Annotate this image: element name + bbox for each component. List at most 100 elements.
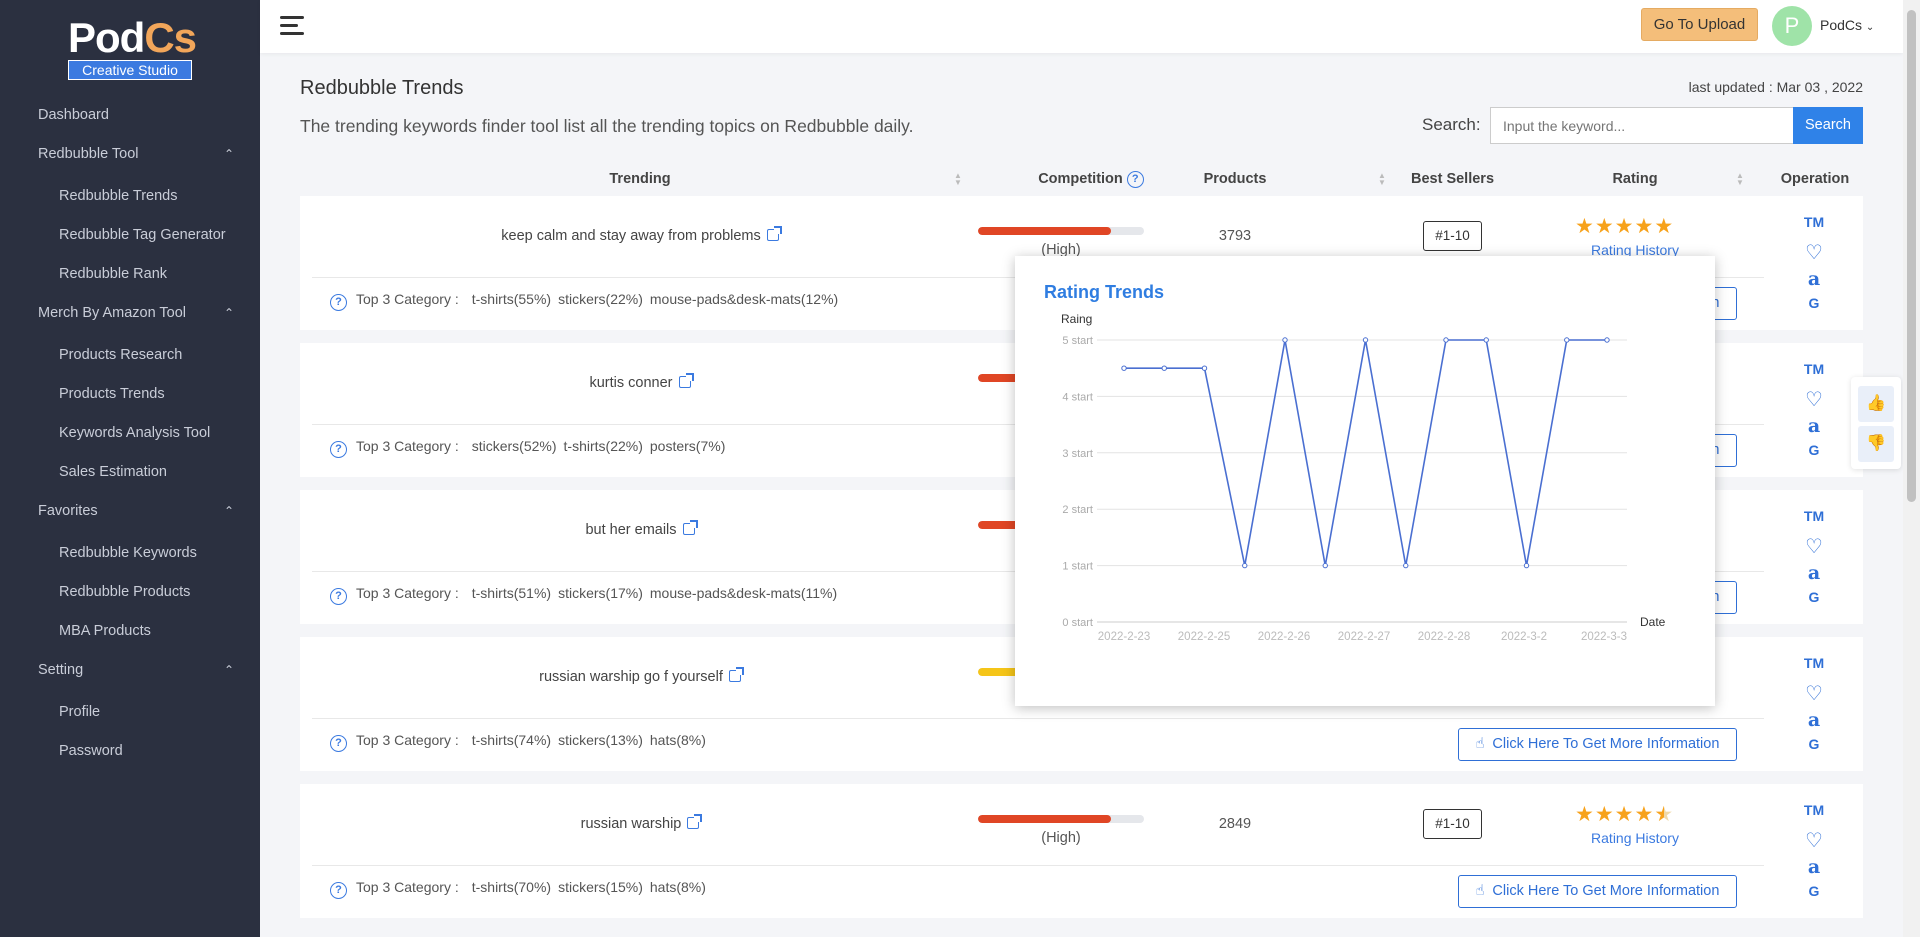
thumbs-up-icon[interactable]: 👍 [1858, 386, 1894, 422]
rating-history-link[interactable]: Rating History [1591, 242, 1679, 258]
products-count: 2849 [1218, 816, 1252, 832]
external-link-icon[interactable] [766, 226, 782, 241]
thumbs-down-icon[interactable]: 👎 [1858, 426, 1894, 462]
more-info-button[interactable]: ☝ Click Here To Get More Information [1458, 728, 1737, 761]
sidebar-item-redbubble-trends[interactable]: Redbubble Trends [0, 177, 260, 216]
go-to-upload-button[interactable]: Go To Upload [1641, 8, 1758, 41]
sidebar-item-sales-estimation[interactable]: Sales Estimation [0, 453, 260, 492]
trademark-icon[interactable]: TM [1803, 214, 1825, 230]
sort-icon[interactable]: ▲ ▼ [1378, 171, 1386, 187]
sidebar-item-redbubble-products[interactable]: Redbubble Products [0, 573, 260, 612]
data-point[interactable] [1483, 337, 1489, 343]
google-icon[interactable]: G [1808, 295, 1820, 311]
data-point[interactable] [1523, 562, 1530, 569]
logo[interactable]: PodCs Creative Studio [68, 16, 197, 80]
menu-toggle-icon[interactable] [280, 16, 304, 36]
trending-keyword[interactable]: keep calm and stay away from problems [300, 196, 980, 277]
sidebar-item-favorites[interactable]: Favorites ⌃ [0, 492, 260, 531]
sidebar-item-label: Redbubble Products [59, 584, 191, 600]
scrollbar[interactable] [1903, 0, 1920, 937]
sidebar-item-label: Products Trends [59, 386, 165, 402]
trending-keyword[interactable]: but her emails [300, 490, 980, 571]
help-icon[interactable]: ? [330, 735, 347, 752]
trending-keyword[interactable]: kurtis conner [300, 343, 980, 424]
external-link-icon[interactable] [687, 814, 703, 829]
header-rating[interactable]: Rating [1612, 171, 1658, 187]
scrollbar-thumb[interactable] [1907, 10, 1916, 502]
data-point[interactable] [1604, 337, 1610, 343]
google-icon[interactable]: G [1808, 883, 1820, 899]
rating-history-link[interactable]: Rating History [1591, 830, 1679, 846]
data-point[interactable] [1121, 365, 1127, 371]
trademark-icon[interactable]: TM [1803, 508, 1825, 524]
heart-icon[interactable]: ♡ [1805, 536, 1823, 558]
data-point[interactable] [1161, 365, 1167, 371]
sidebar-item-keywords-analysis-tool[interactable]: Keywords Analysis Tool [0, 414, 260, 453]
help-icon[interactable]: ? [1126, 170, 1144, 188]
search-input[interactable] [1490, 107, 1793, 144]
sidebar-item-dashboard[interactable]: Dashboard [0, 96, 260, 135]
data-point[interactable] [1362, 337, 1369, 343]
user-menu[interactable]: PodCs ⌄ [1820, 17, 1874, 33]
heart-icon[interactable]: ♡ [1805, 830, 1823, 852]
x-tick-label: 2022-2-28 [1418, 631, 1470, 643]
sidebar-item-merch-by-amazon-tool[interactable]: Merch By Amazon Tool ⌃ [0, 294, 260, 333]
google-icon[interactable]: G [1808, 736, 1820, 752]
keyword-text: but her emails [585, 522, 677, 538]
help-icon[interactable]: ? [330, 294, 347, 311]
trending-keyword[interactable]: russian warship go f yourself [300, 637, 980, 718]
data-point[interactable] [1564, 337, 1570, 343]
sidebar-item-mba-products[interactable]: MBA Products [0, 612, 260, 651]
header-trending[interactable]: Trending [609, 171, 671, 187]
data-point[interactable] [1201, 365, 1208, 371]
header-products[interactable]: Products [1203, 171, 1267, 187]
category-item: mouse-pads&desk-mats(12%) [649, 291, 839, 307]
sidebar-item-redbubble-tag-generator[interactable]: Redbubble Tag Generator [0, 216, 260, 255]
amazon-icon[interactable]: a [1807, 709, 1821, 731]
row-divider [312, 718, 1764, 719]
trending-keyword[interactable]: russian warship [300, 784, 980, 865]
trademark-icon[interactable]: TM [1803, 361, 1825, 377]
data-point[interactable] [1403, 562, 1409, 569]
trademark-icon[interactable]: TM [1803, 655, 1825, 671]
sidebar-item-products-research[interactable]: Products Research [0, 336, 260, 375]
external-link-icon[interactable] [678, 373, 694, 388]
sort-icon[interactable]: ▲ ▼ [954, 171, 962, 187]
more-info-button[interactable]: ☝ Click Here To Get More Information [1458, 875, 1737, 908]
external-link-icon[interactable] [728, 667, 744, 682]
user-name: PodCs [1820, 17, 1863, 33]
heart-icon[interactable]: ♡ [1805, 242, 1823, 264]
data-point[interactable] [1242, 562, 1248, 569]
google-icon[interactable]: G [1808, 589, 1820, 605]
hand-pointer-icon: ☝ [1475, 736, 1485, 752]
heart-icon[interactable]: ♡ [1805, 683, 1823, 705]
sidebar-item-label: Sales Estimation [59, 464, 167, 480]
help-icon[interactable]: ? [330, 588, 347, 605]
sidebar-item-products-trends[interactable]: Products Trends [0, 375, 260, 414]
sidebar-item-profile[interactable]: Profile [0, 693, 260, 732]
heart-icon[interactable]: ♡ [1805, 389, 1823, 411]
rating-stars: ★★★★★ [1575, 802, 1695, 827]
data-point[interactable] [1443, 337, 1449, 343]
data-point[interactable] [1322, 562, 1328, 569]
sidebar-item-setting[interactable]: Setting ⌃ [0, 651, 260, 690]
sidebar-item-redbubble-tool[interactable]: Redbubble Tool ⌃ [0, 135, 260, 174]
category-title: Top 3 Category : [356, 879, 459, 895]
trademark-icon[interactable]: TM [1803, 802, 1825, 818]
amazon-icon[interactable]: a [1807, 268, 1821, 290]
sort-icon[interactable]: ▲ ▼ [1736, 171, 1744, 187]
external-link-icon[interactable] [682, 520, 698, 535]
help-icon[interactable]: ? [330, 441, 347, 458]
sidebar-item-password[interactable]: Password [0, 732, 260, 771]
amazon-icon[interactable]: a [1807, 415, 1821, 437]
data-point[interactable] [1282, 337, 1288, 343]
search-button[interactable]: Search [1793, 107, 1863, 144]
amazon-icon[interactable]: a [1807, 856, 1821, 878]
sidebar-item-redbubble-keywords[interactable]: Redbubble Keywords [0, 534, 260, 573]
avatar[interactable]: P [1772, 6, 1812, 46]
google-icon[interactable]: G [1808, 442, 1820, 458]
sidebar-item-label: Setting [38, 662, 84, 678]
help-icon[interactable]: ? [330, 882, 347, 899]
sidebar-item-redbubble-rank[interactable]: Redbubble Rank [0, 255, 260, 294]
amazon-icon[interactable]: a [1807, 562, 1821, 584]
